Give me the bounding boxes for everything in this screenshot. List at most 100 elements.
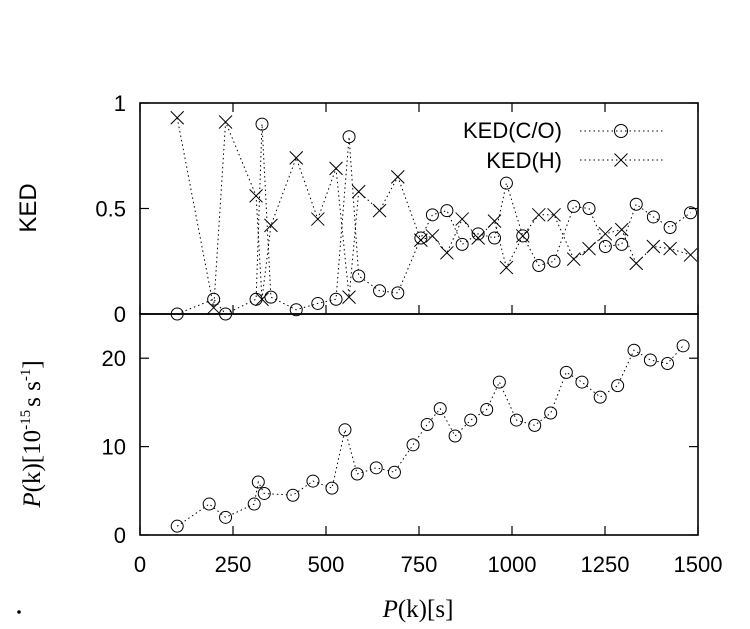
ked-y-ticks: 00.51	[95, 91, 698, 327]
ked-h-point	[614, 222, 629, 237]
ked-co-point	[414, 231, 428, 245]
ked-h-point	[440, 245, 454, 260]
ked-co-point	[455, 237, 469, 251]
pdot-point	[306, 474, 320, 488]
ked-co-point	[547, 254, 561, 268]
ked-co-point	[342, 130, 356, 144]
pdot-point	[406, 438, 420, 452]
ked-h-point	[170, 110, 185, 125]
ked-h-point	[515, 229, 530, 243]
ked-h-point	[455, 212, 470, 226]
pdot-point	[593, 390, 607, 404]
pdot-point	[170, 519, 184, 533]
ked-co-point	[391, 286, 405, 300]
ked-co-point	[499, 176, 513, 190]
pdot-point	[464, 413, 478, 427]
ked-co-point	[567, 199, 581, 213]
x-axis-label-arg: (k)	[398, 596, 427, 623]
ked-h-point	[582, 241, 596, 256]
ked-co-point	[425, 208, 439, 222]
ked-h-point	[598, 226, 613, 241]
ked-h-point	[289, 151, 304, 165]
pdot-point	[433, 402, 447, 416]
ked-h-point	[329, 161, 343, 176]
ked-panel: 00.51 KED KED(C/O) KED(H)	[15, 91, 699, 327]
ked-h-point	[629, 256, 644, 271]
ked-co-point	[249, 292, 263, 306]
ked-h-series	[170, 110, 698, 315]
ked-plot-frame	[139, 102, 699, 315]
legend-marker-ked-co	[614, 124, 628, 138]
pdot-point	[660, 357, 674, 371]
ked-co-point	[516, 229, 530, 243]
y-axis-label-unit-post: ]	[19, 360, 46, 368]
ked-co-point	[532, 258, 546, 272]
ked-series-group	[170, 110, 698, 321]
ked-h-point	[390, 169, 405, 184]
pdot-point	[369, 461, 383, 475]
x-axis-label: P(k)[s]	[382, 596, 454, 623]
legend-label-ked-h: KED(H)	[486, 148, 562, 173]
ked-h-point	[499, 260, 514, 275]
ked-h-point	[310, 212, 325, 226]
legend: KED(C/O) KED(H)	[463, 118, 665, 173]
x-tick-label: 500	[308, 552, 345, 577]
ked-h-point	[646, 239, 661, 254]
y-axis-label-dot	[17, 610, 21, 614]
ked-h-point	[414, 233, 428, 248]
pdot-line	[176, 345, 684, 527]
x-tick-label: 250	[215, 552, 252, 577]
x-tick-label: 1250	[581, 552, 630, 577]
legend-marker-ked-h	[614, 153, 628, 167]
svg-text:P(k)[10-15s s-1]: P(k)[10-15 s s-1]	[18, 360, 46, 508]
ked-y-axis-label: KED	[15, 183, 42, 232]
ked-h-point	[663, 241, 677, 256]
pdot-y-tick-label: 10	[102, 435, 126, 460]
x-tick-label: 0	[134, 552, 146, 577]
pdot-point	[559, 365, 573, 379]
ked-co-point	[440, 204, 454, 218]
ked-co-point	[646, 210, 660, 224]
x-tick-label: 1500	[674, 552, 723, 577]
pdot-point	[492, 375, 506, 389]
pdot-point	[247, 497, 261, 511]
pdot-point	[325, 481, 339, 495]
pdot-y-tick-label: 20	[102, 346, 126, 371]
ked-co-point	[255, 117, 269, 131]
pdot-point	[676, 339, 690, 353]
pdot-y-ticks: 0 10 20	[102, 346, 698, 548]
ked-co-point	[663, 220, 677, 234]
ked-h-point	[471, 231, 486, 245]
y-axis-label-unit-mid: s s	[19, 381, 46, 407]
pdot-point	[202, 497, 216, 511]
pdot-point	[448, 429, 462, 443]
ked-h-point	[547, 207, 561, 222]
pdot-point	[627, 343, 641, 357]
pdot-y-axis-label: P(k)[10-15 s s-1]	[17, 360, 46, 614]
ked-h-point	[683, 248, 698, 262]
pdot-point	[286, 488, 300, 502]
ked-h-point	[255, 292, 269, 307]
ked-h-point	[264, 218, 278, 233]
ked-co-point	[352, 269, 366, 283]
ked-co-point	[207, 292, 221, 306]
ked-h-point	[531, 207, 546, 222]
ked-h-point	[342, 290, 356, 304]
pdot-plot-frame	[139, 313, 699, 536]
y-axis-label-exp2: -1	[18, 369, 34, 382]
ked-h-point	[218, 115, 233, 129]
ked-h-point	[249, 188, 263, 203]
pdot-point	[611, 379, 625, 393]
x-tick-label: 1000	[488, 552, 537, 577]
pdot-point	[387, 465, 401, 479]
ked-co-point	[629, 197, 643, 211]
ked-co-point	[329, 292, 343, 306]
y-axis-label-unit-pre: [10	[19, 430, 46, 463]
ked-h-point	[566, 252, 581, 266]
ked-co-point	[598, 239, 612, 253]
ked-y-tick-label: 0.5	[95, 197, 126, 222]
y-axis-label-var: P	[19, 492, 46, 508]
x-axis-label-var: P	[382, 596, 398, 623]
pdot-point	[575, 375, 589, 389]
pdot-point	[257, 486, 271, 500]
